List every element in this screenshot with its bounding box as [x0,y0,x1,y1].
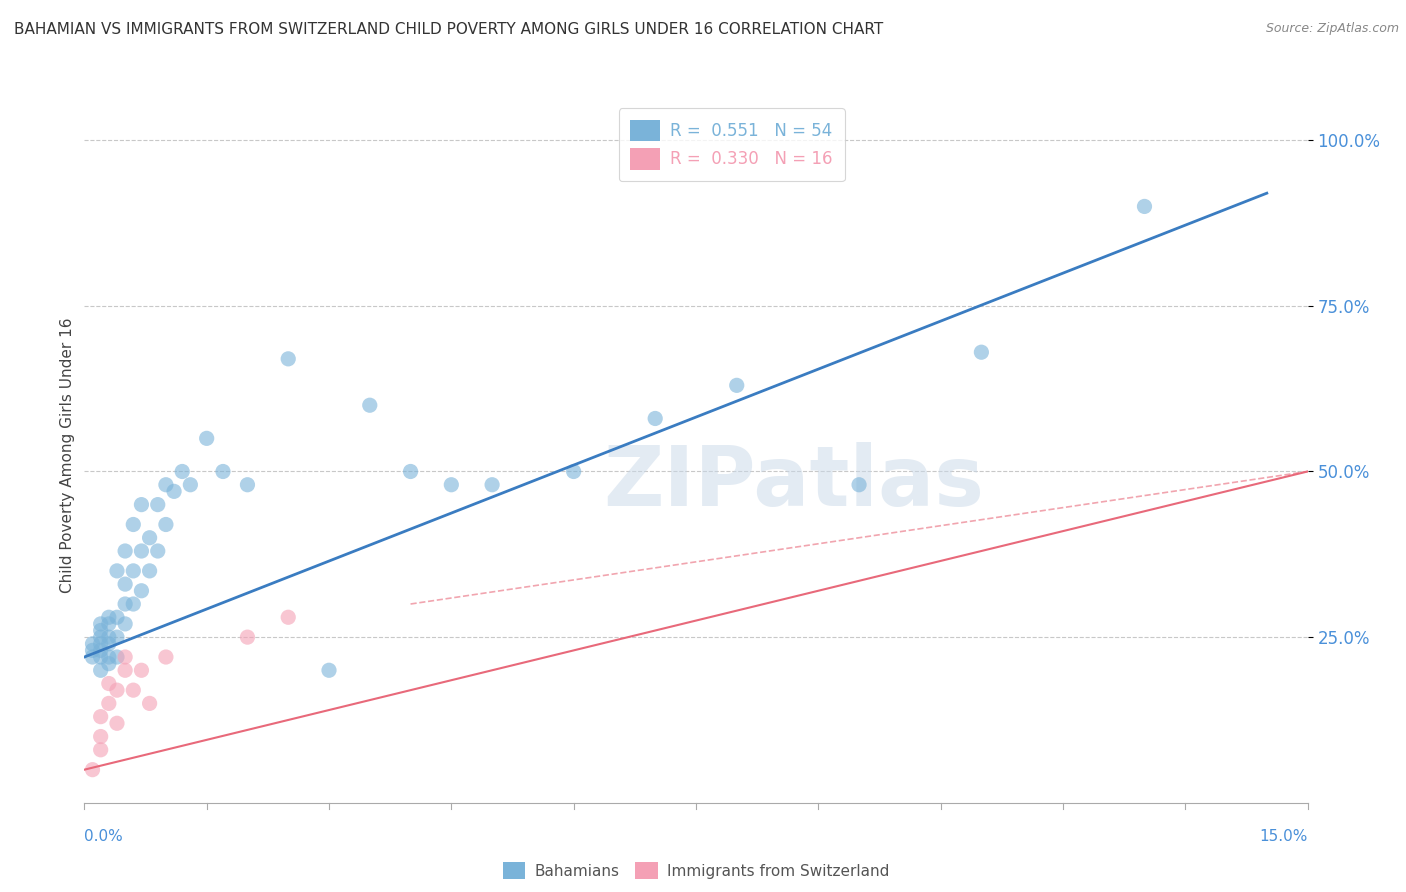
Point [97,637,120,651]
Point [90,663,112,677]
Point [359,398,381,412]
Point [82,650,104,665]
Point [146,498,169,512]
Point [90,624,112,638]
Point [90,616,112,631]
Point [195,431,218,445]
Text: 0.0%: 0.0% [84,830,124,845]
Text: ZIPatlas: ZIPatlas [603,442,984,524]
Point [90,643,112,657]
Point [97,610,120,624]
Point [236,477,259,491]
Point [97,630,120,644]
Point [105,610,128,624]
Point [122,517,145,532]
Legend: Bahamians, Immigrants from Switzerland: Bahamians, Immigrants from Switzerland [496,855,896,886]
Point [105,716,128,731]
Point [97,616,120,631]
Point [562,465,585,479]
Point [131,583,153,598]
Point [725,378,748,392]
Point [481,477,503,491]
Point [114,650,136,665]
Point [97,657,120,671]
Point [131,498,153,512]
Point [179,477,201,491]
Point [236,630,259,644]
Point [131,544,153,558]
Point [90,630,112,644]
Point [138,697,160,711]
Point [970,345,993,359]
Point [318,663,340,677]
Point [114,663,136,677]
Point [1133,199,1156,213]
Point [82,643,104,657]
Point [114,616,136,631]
Point [97,697,120,711]
Point [114,597,136,611]
Point [114,544,136,558]
Point [82,763,104,777]
Point [105,630,128,644]
Point [212,465,235,479]
Point [440,477,463,491]
Point [277,610,299,624]
Point [155,650,177,665]
Point [114,577,136,591]
Point [163,484,186,499]
Point [277,351,299,366]
Point [155,517,177,532]
Point [97,676,120,690]
Point [105,650,128,665]
Text: BAHAMIAN VS IMMIGRANTS FROM SWITZERLAND CHILD POVERTY AMONG GIRLS UNDER 16 CORRE: BAHAMIAN VS IMMIGRANTS FROM SWITZERLAND … [14,22,883,37]
Point [138,531,160,545]
Point [97,650,120,665]
Point [90,730,112,744]
Point [131,663,153,677]
Point [399,465,422,479]
Point [848,477,870,491]
Point [138,564,160,578]
Point [122,564,145,578]
Point [90,743,112,757]
Text: 15.0%: 15.0% [1260,830,1308,845]
Point [122,597,145,611]
Point [122,683,145,698]
Point [105,564,128,578]
Text: Source: ZipAtlas.com: Source: ZipAtlas.com [1265,22,1399,36]
Point [146,544,169,558]
Point [644,411,666,425]
Point [82,637,104,651]
Point [155,477,177,491]
Point [172,465,194,479]
Point [90,709,112,723]
Text: Child Poverty Among Girls Under 16: Child Poverty Among Girls Under 16 [59,318,75,592]
Point [90,650,112,665]
Point [105,683,128,698]
Point [90,637,112,651]
